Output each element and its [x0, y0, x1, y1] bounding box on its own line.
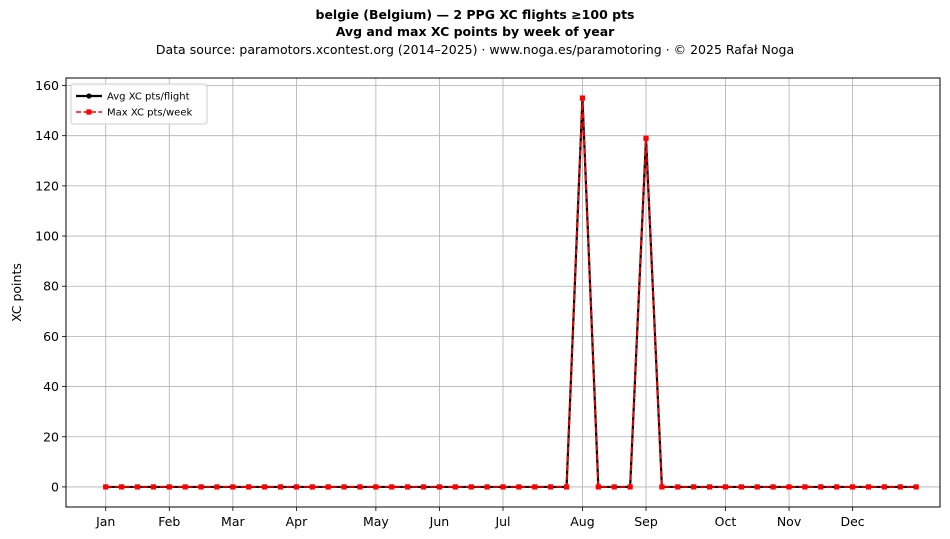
data-point-max: [150, 484, 156, 490]
data-point-max: [802, 484, 808, 490]
x-tick-label: Nov: [777, 514, 802, 529]
data-point-max: [357, 484, 363, 490]
y-axis-label: XC points: [9, 263, 24, 322]
data-point-max: [770, 484, 776, 490]
series-lines: [103, 95, 919, 490]
data-point-max: [405, 484, 411, 490]
data-point-max: [850, 484, 856, 490]
data-point-max: [468, 484, 474, 490]
x-tick-label: Mar: [221, 514, 245, 529]
legend-label-2: Max XC pts/week: [107, 108, 192, 119]
x-tick-label: Oct: [715, 514, 737, 529]
grid-lines: [66, 78, 940, 507]
data-point-max: [706, 484, 713, 490]
axes: 0 20 40 60 80 100 120 140 160 Jan Feb Mar Apr May Jun J…: [35, 78, 865, 529]
legend-label-1: Avg XC pts/flight: [107, 92, 190, 103]
data-point-max: [786, 484, 792, 490]
data-point-max: [675, 484, 681, 490]
data-point-max: [738, 484, 744, 490]
data-point-max: [484, 484, 490, 490]
legend-box: [70, 83, 208, 125]
data-point-max: [436, 484, 443, 490]
x-tick-label: Feb: [158, 514, 180, 529]
data-point-max: [198, 484, 204, 490]
data-point-max: [166, 484, 172, 490]
data-point-max: [309, 484, 315, 490]
data-point-max: [659, 484, 665, 490]
data-point-max: [500, 484, 506, 490]
data-point-max: [754, 484, 760, 490]
y-tick-label: 120: [35, 178, 59, 193]
y-tick-label: 140: [35, 128, 59, 143]
series-line-1: [105, 96, 917, 489]
data-point-max: [548, 484, 554, 490]
data-point-max: [865, 484, 872, 490]
data-point-max: [881, 484, 887, 490]
data-point-max: [341, 484, 347, 490]
data-point-max: [452, 484, 458, 490]
y-tick-label: 0: [51, 479, 59, 494]
data-point-max: [563, 484, 570, 490]
data-point-max: [389, 484, 395, 490]
data-point-max: [627, 484, 633, 490]
chart-title: belgie (Belgium) — 2 PPG XC flights ≥100…: [315, 7, 635, 22]
y-tick-label: 100: [35, 229, 59, 244]
data-point-max: [103, 484, 109, 490]
y-tick-label: 160: [35, 78, 59, 93]
data-point-max: [532, 484, 538, 490]
data-point-max: [516, 484, 522, 490]
x-tick-label: Jan: [95, 514, 115, 529]
data-point-max: [246, 484, 252, 490]
data-point-max: [834, 484, 840, 490]
legend-marker-2: [86, 109, 92, 115]
legend: Avg XC pts/flight Max XC pts/week: [70, 83, 208, 125]
y-tick-label: 20: [43, 429, 59, 444]
data-point-max: [373, 484, 379, 490]
legend-marker-1: [86, 93, 92, 99]
data-point-max: [262, 484, 268, 490]
data-point-max: [722, 484, 729, 490]
y-tick-label: 40: [43, 379, 59, 394]
y-tick-label: 60: [43, 329, 59, 344]
data-point-max: [643, 135, 649, 141]
x-tick-label: Aug: [570, 514, 594, 529]
data-point-max: [293, 484, 300, 490]
data-point-max: [579, 95, 586, 101]
data-point-max: [611, 484, 617, 490]
data-point-max: [277, 484, 284, 490]
x-tick-label: May: [363, 514, 389, 529]
data-point-max: [134, 484, 141, 490]
data-point-max: [230, 484, 236, 490]
x-tick-label: Jun: [429, 514, 450, 529]
data-point-max: [818, 484, 824, 490]
data-point-max: [897, 484, 903, 490]
chart-subtitle: Avg and max XC points by week of year: [335, 24, 615, 39]
title-block: belgie (Belgium) — 2 PPG XC flights ≥100…: [0, 6, 950, 59]
x-tick-label: Dec: [840, 514, 864, 529]
data-point-max: [691, 484, 697, 490]
data-point-max: [182, 484, 188, 490]
data-point-max: [214, 484, 220, 490]
data-source-note: Data source: paramotors.xcontest.org (20…: [155, 42, 795, 57]
x-tick-label: Apr: [286, 514, 308, 529]
x-tick-label: Sep: [634, 514, 658, 529]
data-point-max: [420, 484, 427, 490]
x-tick-label: Jul: [494, 514, 510, 529]
y-tick-label: 80: [43, 279, 59, 294]
data-point-max: [325, 484, 331, 490]
data-point-max: [119, 484, 125, 490]
data-point-max: [595, 484, 601, 490]
series-line-2: [105, 97, 917, 488]
data-point-max: [913, 484, 919, 490]
